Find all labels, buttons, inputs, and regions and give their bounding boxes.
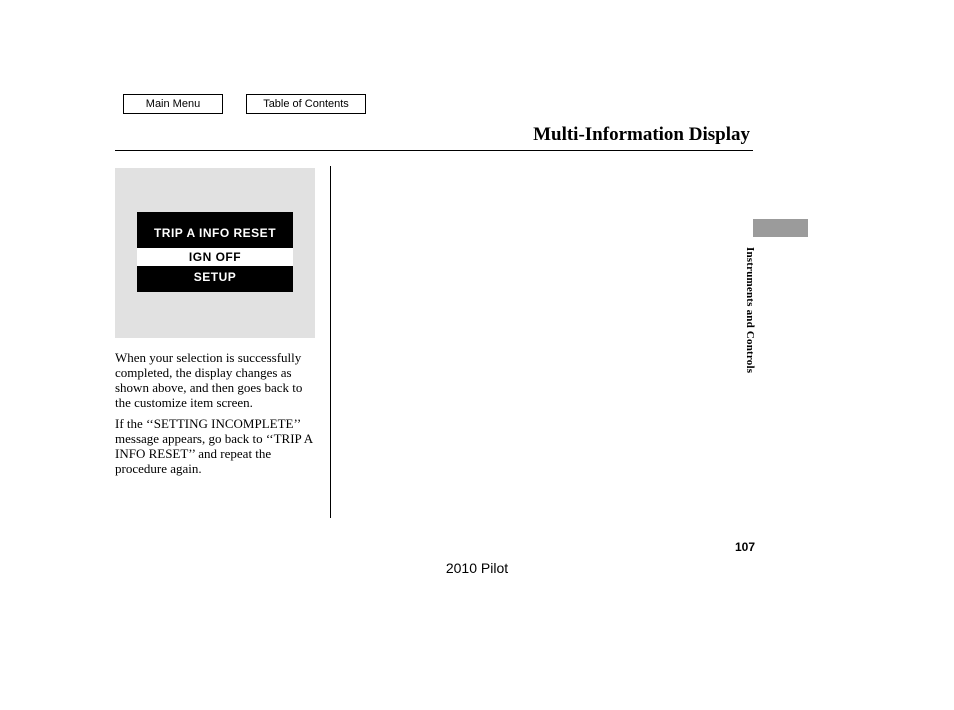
main-menu-button[interactable]: Main Menu: [123, 94, 223, 114]
mid-line-3: SETUP: [137, 270, 293, 284]
mid-screen: TRIP A INFO RESET IGN OFF SETUP: [137, 212, 293, 292]
mid-line-1: TRIP A INFO RESET: [137, 226, 293, 240]
section-tab: [753, 219, 808, 237]
body-paragraph-1: When your selection is successfully comp…: [115, 350, 321, 410]
page-title: Multi-Information Display: [533, 124, 750, 146]
page-number: 107: [735, 540, 755, 554]
mid-line-2: IGN OFF: [137, 248, 293, 266]
display-panel: TRIP A INFO RESET IGN OFF SETUP: [115, 168, 315, 338]
body-paragraph-2: If the ‘‘SETTING INCOMPLETE’’ message ap…: [115, 416, 321, 476]
section-caption: Instruments and Controls: [744, 247, 756, 387]
title-rule: [115, 150, 753, 151]
toc-button[interactable]: Table of Contents: [246, 94, 366, 114]
column-divider: [330, 166, 331, 518]
model-year: 2010 Pilot: [0, 560, 954, 576]
